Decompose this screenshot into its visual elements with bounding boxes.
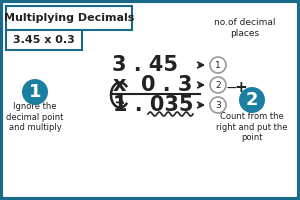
Text: 1: 1 — [29, 83, 41, 101]
Text: no.of decimal
places: no.of decimal places — [214, 18, 276, 38]
Text: 3 . 45: 3 . 45 — [112, 55, 178, 75]
FancyBboxPatch shape — [6, 6, 132, 30]
FancyBboxPatch shape — [6, 30, 82, 50]
Text: 1 . 035: 1 . 035 — [113, 95, 193, 115]
Text: 3.45 x 0.3: 3.45 x 0.3 — [13, 35, 75, 45]
Circle shape — [210, 97, 226, 113]
Text: Count from the
right and put the
point: Count from the right and put the point — [216, 112, 288, 142]
Text: 2: 2 — [215, 80, 221, 90]
Text: Multiplying Decimals: Multiplying Decimals — [4, 13, 134, 23]
Text: x  0 . 3: x 0 . 3 — [113, 75, 193, 95]
Circle shape — [239, 87, 265, 113]
Text: Ignore the
decimal point
and multiply: Ignore the decimal point and multiply — [6, 102, 64, 132]
Text: +: + — [235, 80, 248, 96]
Text: 2: 2 — [246, 91, 258, 109]
Text: 3: 3 — [215, 100, 221, 110]
Circle shape — [22, 79, 48, 105]
Circle shape — [210, 57, 226, 73]
Circle shape — [210, 77, 226, 93]
Text: 1: 1 — [215, 60, 221, 70]
Text: −: − — [225, 81, 237, 95]
